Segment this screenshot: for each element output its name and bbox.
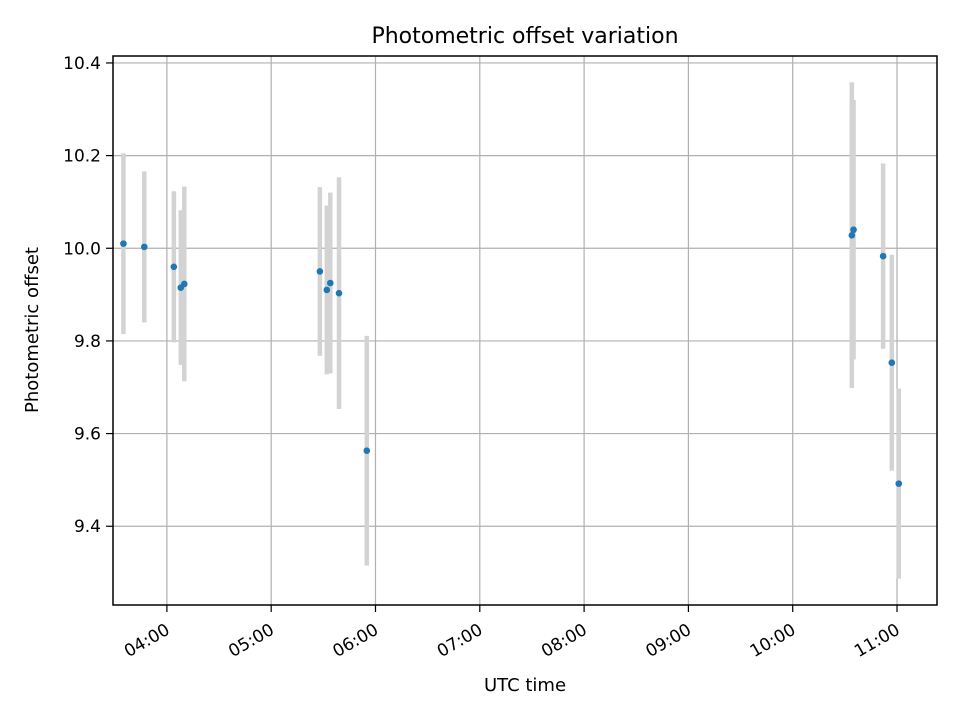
data-point: [879, 252, 887, 260]
y-tick-label: 10.0: [63, 239, 101, 259]
y-tick-label: 10.4: [63, 54, 101, 74]
data-point: [323, 286, 331, 294]
data-point: [170, 263, 178, 271]
data-points: [120, 226, 903, 487]
y-tick-label: 9.8: [74, 332, 101, 352]
chart-title: Photometric offset variation: [371, 24, 678, 49]
x-axis-title: UTC time: [484, 675, 566, 696]
grid: [113, 56, 937, 605]
y-tick-label: 10.2: [63, 147, 101, 167]
y-axis-ticks: 9.4 9.6 9.8 10.0 10.2 10.4: [63, 54, 113, 537]
y-axis-title: Photometric offset: [22, 247, 43, 413]
data-point: [888, 359, 896, 366]
data-point: [895, 480, 903, 487]
data-point: [140, 243, 148, 251]
data-point: [850, 226, 857, 234]
data-point: [326, 279, 334, 287]
data-point: [120, 240, 127, 247]
data-point: [335, 289, 343, 297]
y-tick-label: 9.4: [74, 517, 101, 537]
y-tick-label: 9.6: [74, 425, 101, 445]
plot-frame: [112, 55, 938, 606]
data-point: [848, 231, 856, 239]
data-point: [363, 447, 371, 455]
data-point: [316, 268, 324, 275]
data-point: [180, 280, 188, 288]
